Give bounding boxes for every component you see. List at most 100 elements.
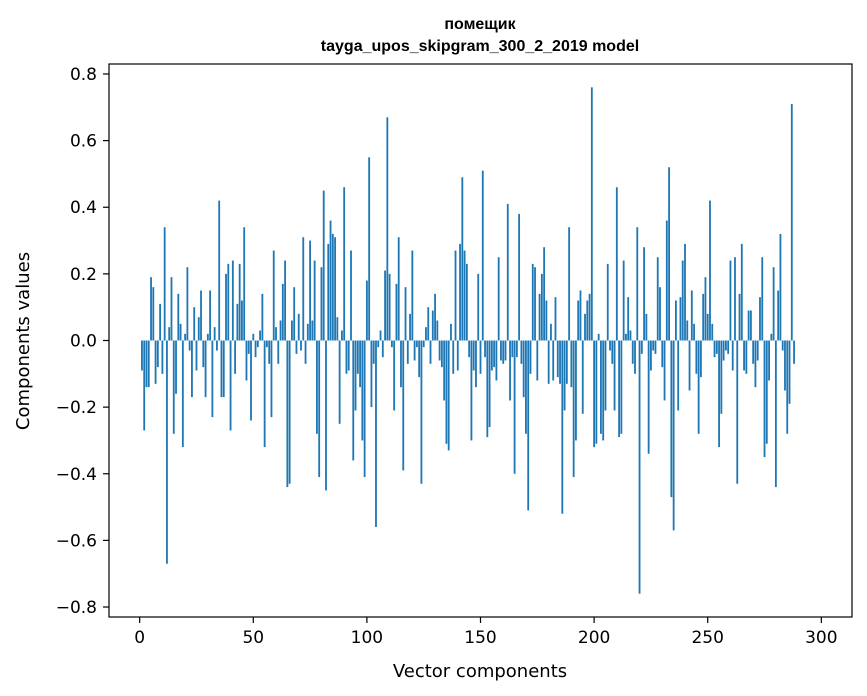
bar-105	[377, 340, 380, 348]
bar-220	[638, 340, 641, 594]
bar-283	[781, 340, 784, 351]
bar-159	[500, 340, 502, 361]
bar-282	[779, 233, 782, 341]
bar-89	[340, 330, 343, 341]
bar-247	[699, 340, 702, 378]
y-tick-label: 0.8	[70, 65, 97, 85]
bar-24	[193, 307, 196, 341]
bar-224	[647, 340, 650, 454]
bar-153	[486, 340, 489, 438]
bar-104	[375, 340, 377, 528]
bar-287	[790, 103, 793, 341]
bar-32	[211, 340, 214, 418]
bar-13	[168, 327, 171, 341]
bar-118	[406, 340, 409, 364]
bar-258	[724, 340, 727, 351]
bar-3	[145, 340, 148, 388]
bar-53	[259, 330, 262, 341]
bar-269	[749, 310, 752, 341]
bar-78	[315, 340, 318, 434]
bar-154	[488, 340, 491, 428]
bar-161	[504, 340, 507, 361]
x-axis-label: Vector components	[393, 661, 567, 682]
bar-108	[384, 270, 386, 341]
bar-142	[461, 177, 464, 341]
bar-131	[436, 320, 439, 341]
bar-149	[477, 273, 480, 341]
bar-164	[511, 340, 514, 358]
bar-87	[336, 317, 339, 341]
bar-107	[381, 340, 384, 358]
x-tick-label: 100	[351, 628, 383, 648]
bar-28	[202, 340, 205, 368]
bar-177	[540, 273, 543, 341]
bar-240	[684, 243, 686, 341]
bar-166	[515, 340, 518, 358]
bar-228	[656, 257, 659, 341]
bar-233	[668, 167, 670, 341]
bar-173	[531, 263, 534, 341]
bar-171	[527, 340, 530, 511]
bar-83	[327, 243, 330, 341]
bar-180	[547, 340, 550, 384]
bar-35	[218, 200, 221, 341]
y-tick-label: 0.0	[70, 332, 97, 352]
bar-184	[556, 340, 559, 378]
bar-37	[222, 340, 225, 398]
bar-139	[454, 250, 457, 341]
bar-188	[565, 340, 568, 384]
bar-167	[518, 213, 521, 341]
bar-207	[609, 340, 611, 351]
bar-278	[770, 333, 773, 341]
bar-85	[331, 233, 334, 341]
bar-163	[509, 340, 511, 401]
bar-200	[593, 340, 596, 448]
bar-212	[620, 340, 623, 434]
bar-39	[227, 263, 230, 341]
bar-257	[722, 340, 725, 361]
bar-194	[579, 290, 582, 341]
bar-130	[434, 293, 436, 341]
bar-227	[654, 340, 657, 354]
bar-20	[184, 333, 187, 341]
bar-255	[718, 340, 720, 448]
bar-82	[325, 340, 327, 491]
bar-259	[727, 340, 730, 354]
bar-239	[681, 260, 684, 341]
bar-84	[329, 220, 332, 341]
bar-211	[618, 340, 621, 438]
bar-242	[688, 340, 691, 391]
bar-30	[206, 333, 209, 341]
bar-284	[784, 340, 786, 391]
bar-144	[465, 263, 468, 341]
bar-43	[236, 303, 239, 341]
bar-101	[368, 157, 371, 341]
bar-179	[545, 300, 548, 341]
bar-79	[318, 340, 321, 478]
bar-106	[379, 330, 382, 341]
bar-178	[543, 247, 546, 341]
bar-235	[672, 340, 675, 531]
bar-133	[440, 340, 443, 368]
bar-94	[352, 340, 355, 461]
bar-199	[590, 87, 593, 341]
bar-48	[247, 340, 250, 354]
bar-22	[188, 340, 191, 351]
bar-54	[261, 293, 264, 341]
bar-31	[209, 290, 212, 341]
bar-201	[595, 340, 598, 444]
bar-119	[409, 313, 411, 341]
bar-215	[627, 297, 630, 341]
bar-112	[393, 340, 396, 411]
bar-281	[777, 290, 780, 341]
bar-213	[622, 260, 625, 341]
bar-117	[404, 287, 407, 341]
bar-34	[216, 340, 218, 351]
bar-208	[611, 340, 614, 364]
bar-2	[143, 340, 146, 431]
y-tick-label: −0.6	[56, 531, 97, 551]
bar-124	[420, 340, 423, 484]
bar-262	[734, 257, 736, 341]
bar-1	[141, 340, 143, 371]
bar-279	[772, 267, 775, 341]
